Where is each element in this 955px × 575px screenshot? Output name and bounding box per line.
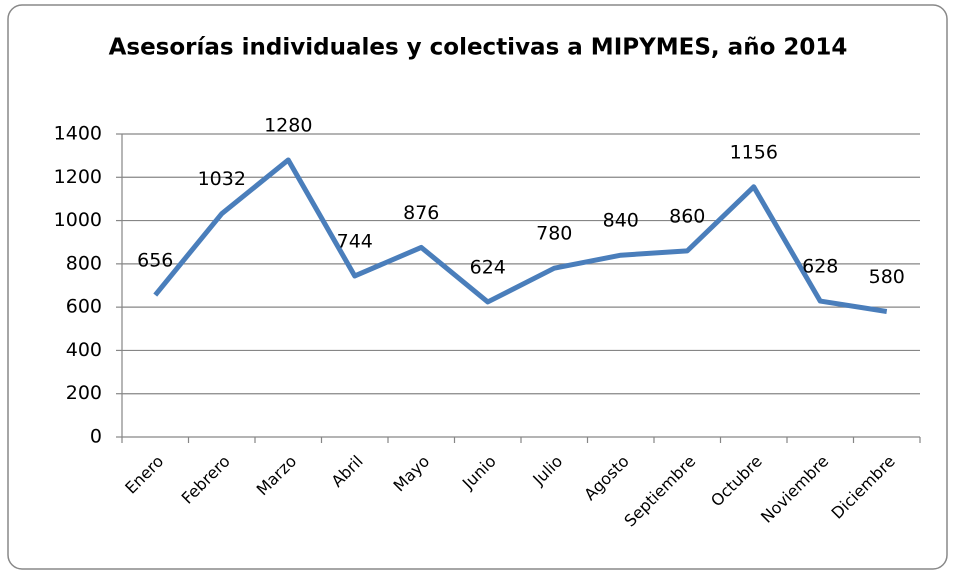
data-label: 860 [669, 205, 705, 227]
data-line [153, 157, 888, 314]
y-tick-label: 600 [66, 296, 102, 318]
data-label: 876 [403, 202, 439, 224]
y-tick-label: 1000 [54, 209, 102, 231]
y-tick-label: 0 [90, 426, 102, 448]
data-label: 656 [137, 250, 173, 272]
y-tick-label: 1200 [54, 166, 102, 188]
chart-border [7, 4, 948, 570]
y-tick-label: 400 [66, 339, 102, 361]
data-label: 1156 [730, 141, 778, 163]
data-label: 624 [470, 256, 506, 278]
y-tick-label: 800 [66, 252, 102, 274]
chart-title: Asesorías individuales y colectivas a MI… [109, 35, 848, 61]
data-label: 780 [536, 223, 572, 245]
data-label: 580 [869, 266, 905, 288]
data-label: 1032 [198, 168, 246, 190]
data-label: 744 [337, 230, 373, 252]
data-label: 840 [603, 210, 639, 232]
data-label: 628 [802, 256, 838, 278]
y-tick-label: 1400 [54, 123, 102, 145]
y-tick-label: 200 [66, 382, 102, 404]
data-label: 1280 [264, 114, 312, 136]
